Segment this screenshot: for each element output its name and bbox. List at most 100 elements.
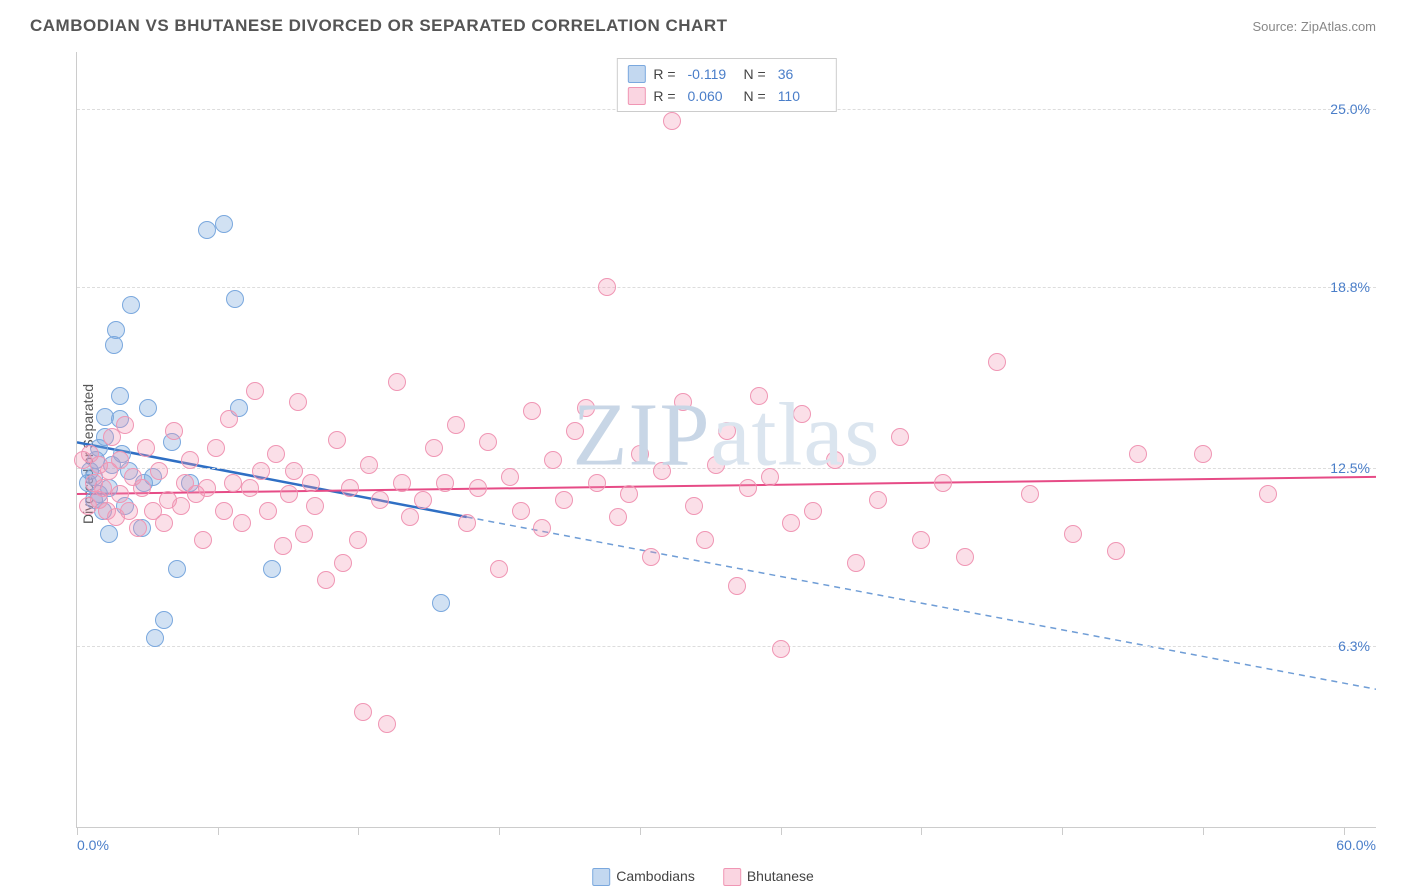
data-point [155,514,173,532]
y-tick-label: 12.5% [1330,460,1370,476]
data-point [588,474,606,492]
data-point [274,537,292,555]
x-tick [218,827,219,835]
data-point [241,479,259,497]
data-point [782,514,800,532]
gridline [77,287,1376,288]
data-point [458,514,476,532]
data-point [306,497,324,515]
data-point [447,416,465,434]
data-point [1064,525,1082,543]
data-point [94,479,112,497]
data-point [761,468,779,486]
data-point [1107,542,1125,560]
data-point [631,445,649,463]
data-point [1021,485,1039,503]
data-point [653,462,671,480]
data-point [718,422,736,440]
chart-area: Divorced or Separated ZIPatlas R =-0.119… [30,52,1376,856]
data-point [891,428,909,446]
data-point [220,410,238,428]
data-point [555,491,573,509]
data-point [804,502,822,520]
data-point [847,554,865,572]
legend-item: Bhutanese [723,868,814,886]
data-point [663,112,681,130]
data-point [302,474,320,492]
r-value: 0.060 [688,88,736,104]
data-point [1129,445,1147,463]
data-point [129,519,147,537]
data-point [334,554,352,572]
x-tick [640,827,641,835]
x-tick [499,827,500,835]
data-point [207,439,225,457]
data-point [577,399,595,417]
source-label: Source: ZipAtlas.com [1252,19,1376,34]
data-point [598,278,616,296]
data-point [696,531,714,549]
legend-swatch [627,65,645,83]
data-point [263,560,281,578]
y-tick-label: 6.3% [1338,638,1370,654]
data-point [750,387,768,405]
data-point [401,508,419,526]
data-point [512,502,530,520]
data-point [1259,485,1277,503]
data-point [934,474,952,492]
plot-region: ZIPatlas R =-0.119N =36R =0.060N =110 6.… [76,52,1376,828]
legend-label: Cambodians [616,868,695,884]
data-point [956,548,974,566]
legend-item: Cambodians [592,868,695,886]
data-point [360,456,378,474]
data-point [349,531,367,549]
data-point [150,462,168,480]
header: CAMBODIAN VS BHUTANESE DIVORCED OR SEPAR… [0,0,1406,46]
data-point [479,433,497,451]
data-point [436,474,454,492]
data-point [133,479,151,497]
data-point [912,531,930,549]
data-point [707,456,725,474]
data-point [469,479,487,497]
data-point [378,715,396,733]
x-tick [77,827,78,835]
data-point [194,531,212,549]
data-point [226,290,244,308]
data-point [155,611,173,629]
chart-title: CAMBODIAN VS BHUTANESE DIVORCED OR SEPAR… [30,16,727,36]
data-point [354,703,372,721]
data-point [111,451,129,469]
data-point [100,525,118,543]
data-point [533,519,551,537]
data-point [371,491,389,509]
data-point [172,497,190,515]
data-point [869,491,887,509]
data-point [393,474,411,492]
data-point [793,405,811,423]
data-point [414,491,432,509]
y-tick-label: 25.0% [1330,101,1370,117]
data-point [328,431,346,449]
legend-swatch [627,87,645,105]
x-tick [781,827,782,835]
x-tick [921,827,922,835]
legend-label: Bhutanese [747,868,814,884]
data-point [165,422,183,440]
data-point [181,451,199,469]
data-point [739,479,757,497]
data-point [317,571,335,589]
data-point [107,321,125,339]
n-label: N = [744,66,766,82]
data-point [501,468,519,486]
n-value: 36 [778,66,826,82]
x-tick [1062,827,1063,835]
data-point [122,296,140,314]
data-point [620,485,638,503]
x-tick [1344,827,1345,835]
data-point [233,514,251,532]
legend-series: Cambodians Bhutanese [592,868,814,886]
data-point [267,445,285,463]
data-point [111,485,129,503]
data-point [826,451,844,469]
